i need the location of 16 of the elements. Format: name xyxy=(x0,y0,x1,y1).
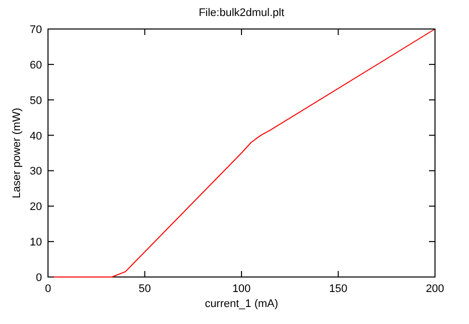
y-tick-label: 70 xyxy=(30,24,42,36)
x-tick-label: 100 xyxy=(232,283,251,295)
y-tick-label: 0 xyxy=(36,272,42,284)
y-tick-label: 20 xyxy=(30,201,42,214)
y-axis-title: Laser power (mW) xyxy=(11,108,23,198)
x-tick-label: 150 xyxy=(329,283,348,295)
x-tick-label: 200 xyxy=(426,283,444,295)
chart-title: File:bulk2dmul.plt xyxy=(198,7,284,19)
y-tick-label: 40 xyxy=(30,130,42,142)
y-tick-label: 10 xyxy=(30,236,42,249)
y-tick-label: 30 xyxy=(30,166,42,178)
x-axis-title: current_1 (mA) xyxy=(204,298,278,310)
y-tick-label: 50 xyxy=(30,94,42,107)
y-tick-label: 60 xyxy=(30,59,42,72)
x-tick-label: 0 xyxy=(44,283,52,295)
x-tick-label: 50 xyxy=(138,283,151,295)
